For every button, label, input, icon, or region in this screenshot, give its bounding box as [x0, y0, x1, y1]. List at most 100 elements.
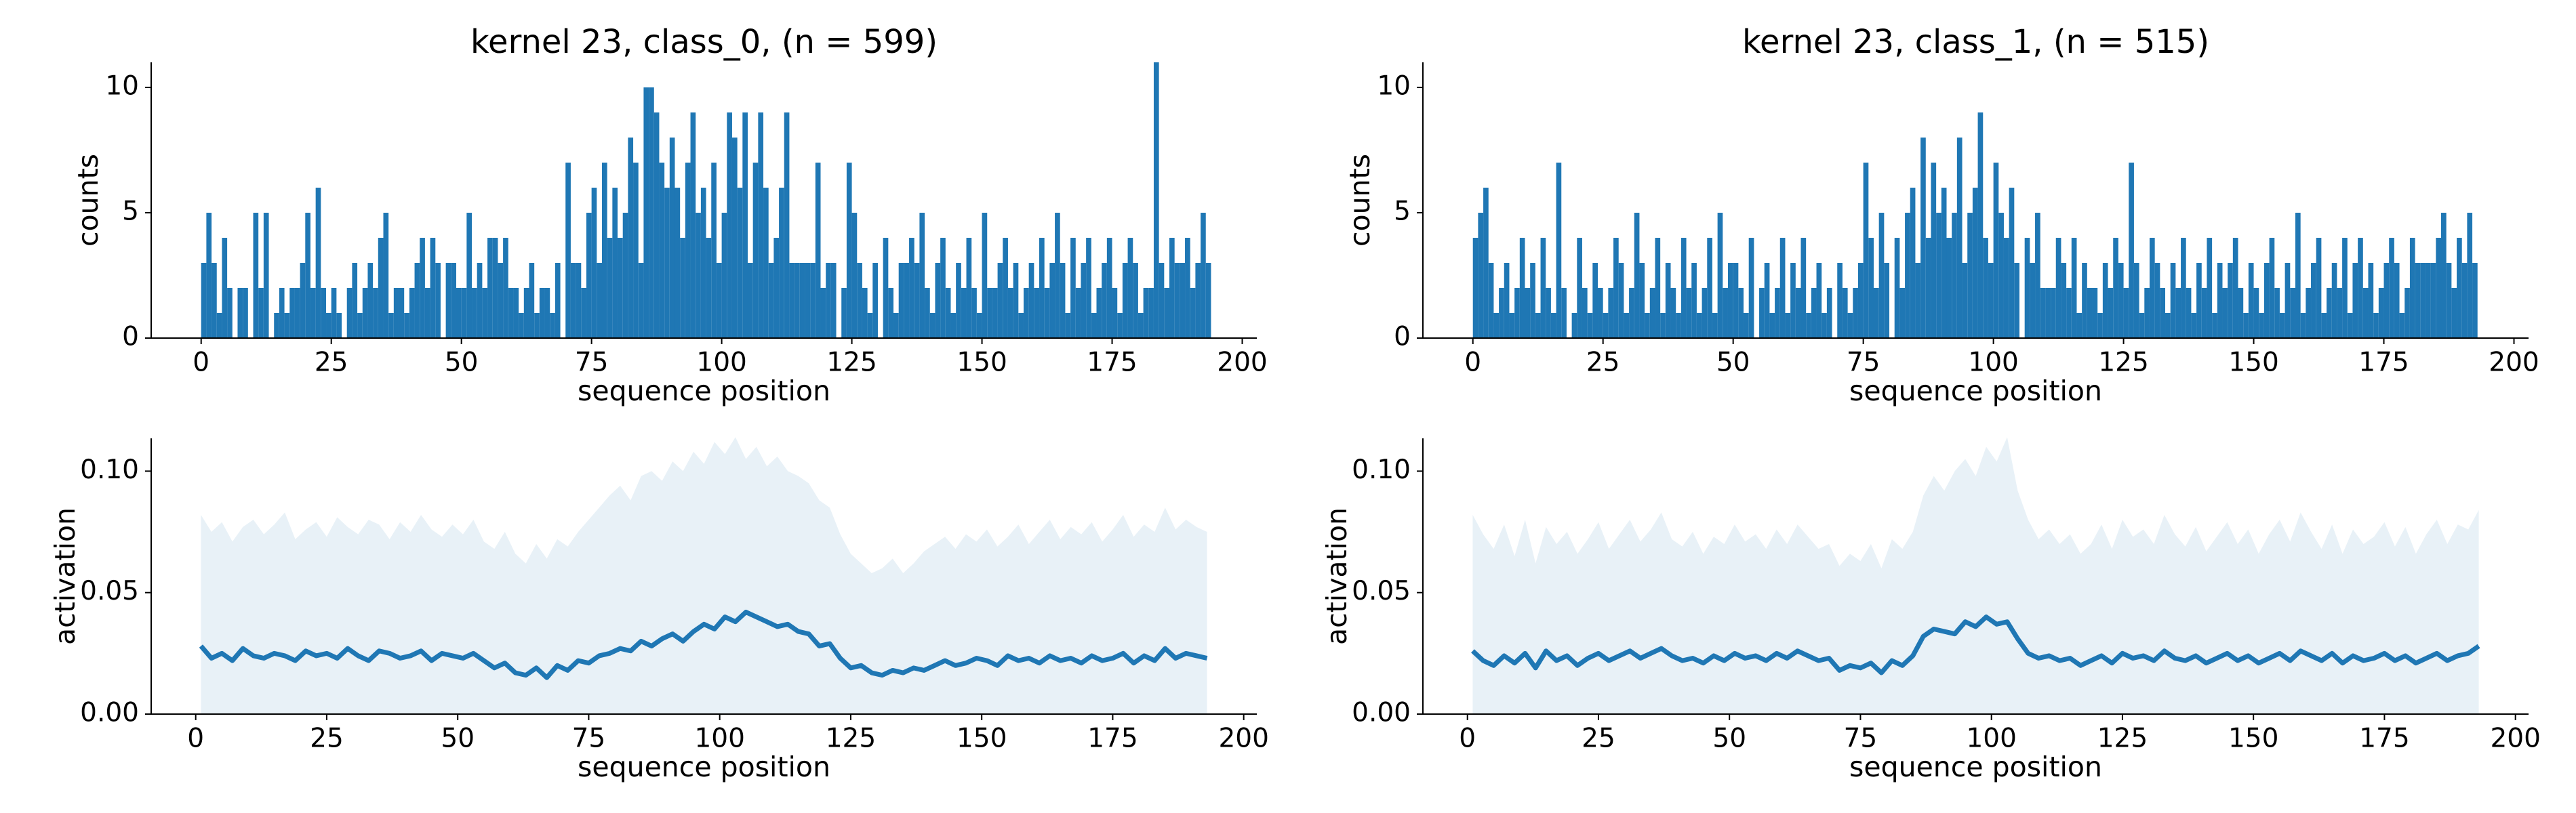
x-tick-label: 175	[1087, 724, 1138, 754]
bar	[1712, 313, 1718, 338]
bar	[2123, 288, 2129, 338]
y-tick-label: 0.05	[1352, 576, 1411, 606]
bar	[1884, 263, 1890, 338]
bar	[2066, 288, 2072, 338]
y-tick-label: 0.10	[80, 455, 139, 485]
bar	[2207, 238, 2213, 338]
x-tick-label: 125	[826, 724, 876, 754]
bar	[1806, 313, 1811, 338]
x-tick-label: 200	[1217, 348, 1267, 378]
x-tick-label: 0	[1459, 724, 1476, 754]
bar	[1983, 238, 1988, 338]
bar	[997, 263, 1003, 338]
bar	[748, 263, 753, 338]
bar	[1988, 263, 1994, 338]
bar	[206, 213, 212, 338]
bar	[2274, 288, 2280, 338]
bar	[2087, 288, 2093, 338]
bar	[1993, 163, 1999, 338]
bar	[2321, 313, 2327, 338]
y-axis-label: activation	[49, 507, 81, 645]
bar	[404, 313, 409, 338]
bar	[279, 288, 285, 338]
bar	[2290, 288, 2295, 338]
bar	[716, 263, 722, 338]
bar	[2457, 238, 2462, 338]
bar	[2217, 263, 2223, 338]
bar	[1174, 263, 1180, 338]
bar	[1525, 288, 1531, 338]
bar	[872, 263, 878, 338]
x-tick-label: 50	[445, 348, 479, 378]
bar	[414, 263, 420, 338]
panel: 0 25 50 75 100 125 150 175 200 0.00 0.05 0.10 sequen…	[1321, 437, 2541, 783]
bar	[1013, 263, 1019, 338]
bar	[846, 163, 852, 338]
bar	[2228, 263, 2233, 338]
x-tick-label: 0	[1464, 348, 1481, 378]
bar	[1483, 188, 1489, 338]
x-tick-label: 125	[826, 348, 877, 378]
bar	[1618, 263, 1624, 338]
bar	[1190, 288, 1196, 338]
bar	[289, 288, 295, 338]
panel: 0 25 50 75 100 125 150 175 200 0.00 0.05 0.10 sequen…	[49, 437, 1269, 783]
bar	[503, 238, 508, 338]
bar	[1967, 213, 1973, 338]
bar	[362, 288, 368, 338]
x-tick-label: 150	[2228, 348, 2278, 378]
bar	[1645, 313, 1650, 338]
bar	[2378, 288, 2384, 338]
bar	[763, 188, 769, 338]
bar	[1764, 263, 1770, 338]
bar	[1112, 288, 1118, 338]
band-area	[201, 437, 1207, 714]
bar	[727, 112, 732, 338]
bar	[1519, 238, 1525, 338]
bar	[987, 288, 992, 338]
bar	[815, 163, 821, 338]
bar	[2035, 213, 2040, 338]
bar	[237, 288, 243, 338]
bar	[1910, 188, 1916, 338]
bar	[659, 163, 665, 338]
bar	[1065, 313, 1071, 338]
bar	[857, 263, 862, 338]
bar	[1717, 213, 1723, 338]
bar	[2003, 238, 2009, 338]
bar	[1956, 138, 1963, 338]
bar	[321, 288, 327, 338]
bar	[435, 263, 441, 338]
bar	[373, 288, 378, 338]
y-tick-label: 0	[1394, 322, 1411, 352]
bar	[992, 288, 998, 338]
bar	[929, 313, 935, 338]
bar	[1598, 288, 1603, 338]
bar	[2352, 263, 2358, 338]
bar	[1857, 263, 1864, 338]
bar	[346, 288, 353, 338]
bar	[2045, 288, 2051, 338]
bar	[591, 188, 597, 338]
bar	[274, 313, 279, 338]
bar	[1920, 138, 1926, 338]
bar	[1159, 263, 1165, 338]
bar	[1665, 263, 1671, 338]
x-tick-label: 150	[957, 348, 1007, 378]
bar	[675, 188, 681, 338]
bar	[1676, 313, 1681, 338]
bar	[1493, 313, 1500, 338]
bar	[2097, 313, 2103, 338]
bar	[1759, 288, 1765, 338]
bar	[2440, 213, 2447, 338]
y-tick-label: 5	[1394, 196, 1411, 227]
bar	[1007, 288, 1013, 338]
bar	[742, 112, 748, 338]
bar	[633, 163, 639, 338]
bar	[1603, 313, 1609, 338]
bar	[1691, 263, 1697, 338]
bar	[758, 112, 764, 338]
bar	[1655, 238, 1661, 338]
bar	[1723, 288, 1728, 338]
